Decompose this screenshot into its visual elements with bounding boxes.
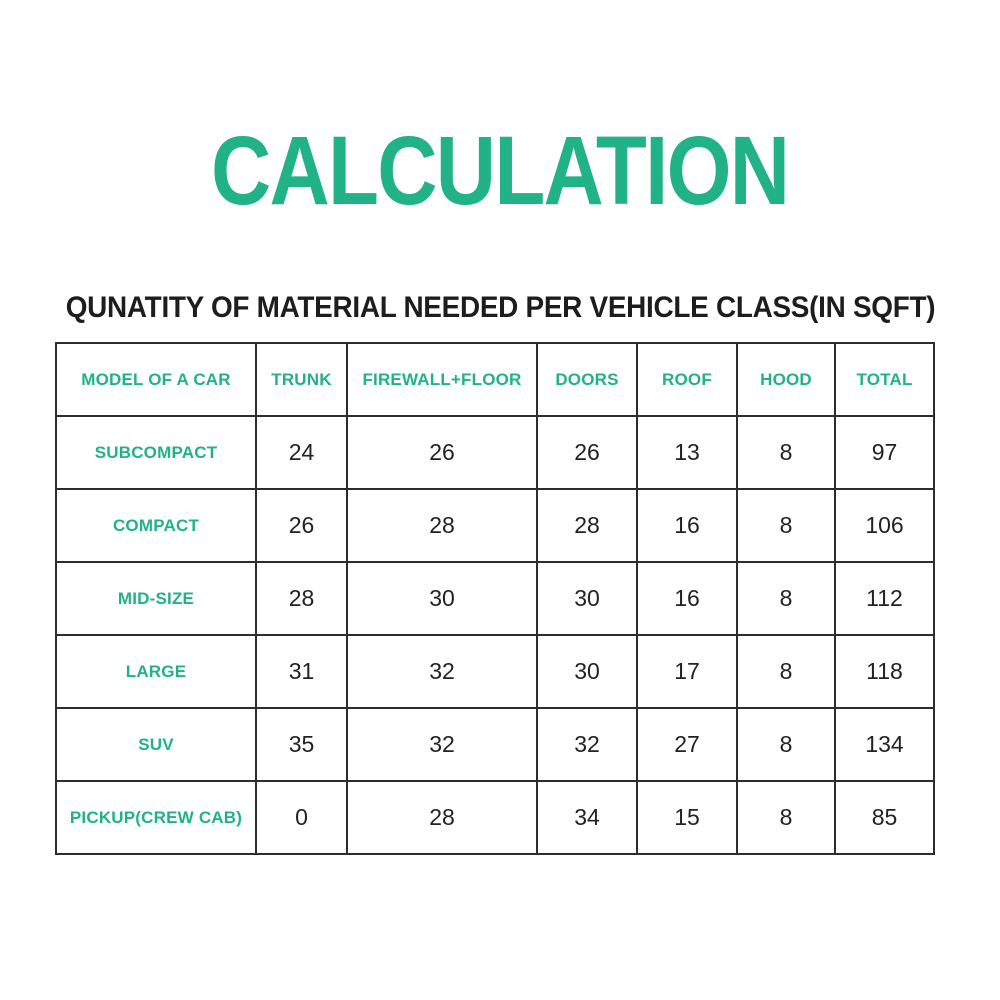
column-header-model: MODEL OF A CAR xyxy=(55,342,257,417)
cell-firewall-floor: 32 xyxy=(346,707,538,782)
cell-roof: 13 xyxy=(636,415,738,490)
table-row-pickup-crew-cab: PICKUP(CREW CAB) 0 28 34 15 8 85 xyxy=(55,780,935,855)
column-header-total: TOTAL xyxy=(834,342,935,417)
cell-hood: 8 xyxy=(736,707,836,782)
cell-total: 97 xyxy=(834,415,935,490)
column-header-roof: ROOF xyxy=(636,342,738,417)
cell-total: 112 xyxy=(834,561,935,636)
cell-hood: 8 xyxy=(736,561,836,636)
cell-doors: 30 xyxy=(536,561,638,636)
cell-trunk: 35 xyxy=(255,707,348,782)
cell-doors: 30 xyxy=(536,634,638,709)
row-label: MID-SIZE xyxy=(55,561,257,636)
column-header-doors: DOORS xyxy=(536,342,638,417)
column-header-hood: HOOD xyxy=(736,342,836,417)
cell-firewall-floor: 30 xyxy=(346,561,538,636)
cell-doors: 32 xyxy=(536,707,638,782)
cell-trunk: 24 xyxy=(255,415,348,490)
table-row-suv: SUV 35 32 32 27 8 134 xyxy=(55,707,935,782)
cell-doors: 34 xyxy=(536,780,638,855)
cell-hood: 8 xyxy=(736,415,836,490)
cell-firewall-floor: 32 xyxy=(346,634,538,709)
cell-doors: 28 xyxy=(536,488,638,563)
table-row-mid-size: MID-SIZE 28 30 30 16 8 112 xyxy=(55,561,935,636)
row-label: SUV xyxy=(55,707,257,782)
cell-trunk: 31 xyxy=(255,634,348,709)
cell-trunk: 0 xyxy=(255,780,348,855)
column-header-firewall-floor: FIREWALL+FLOOR xyxy=(346,342,538,417)
cell-roof: 27 xyxy=(636,707,738,782)
cell-roof: 16 xyxy=(636,488,738,563)
material-quantity-table: MODEL OF A CAR TRUNK FIREWALL+FLOOR DOOR… xyxy=(55,342,935,855)
row-label: LARGE xyxy=(55,634,257,709)
table-row-subcompact: SUBCOMPACT 24 26 26 13 8 97 xyxy=(55,415,935,490)
column-header-trunk: TRUNK xyxy=(255,342,348,417)
cell-total: 134 xyxy=(834,707,935,782)
row-label: SUBCOMPACT xyxy=(55,415,257,490)
cell-total: 85 xyxy=(834,780,935,855)
table-row-large: LARGE 31 32 30 17 8 118 xyxy=(55,634,935,709)
cell-firewall-floor: 28 xyxy=(346,488,538,563)
table-caption: QUNATITY OF MATERIAL NEEDED PER VEHICLE … xyxy=(0,291,1000,324)
cell-hood: 8 xyxy=(736,634,836,709)
cell-roof: 17 xyxy=(636,634,738,709)
cell-trunk: 28 xyxy=(255,561,348,636)
table-caption-text: QUNATITY OF MATERIAL NEEDED PER VEHICLE … xyxy=(65,291,935,324)
cell-firewall-floor: 26 xyxy=(346,415,538,490)
cell-total: 106 xyxy=(834,488,935,563)
cell-firewall-floor: 28 xyxy=(346,780,538,855)
row-label: PICKUP(CREW CAB) xyxy=(55,780,257,855)
cell-hood: 8 xyxy=(736,780,836,855)
cell-total: 118 xyxy=(834,634,935,709)
page-title-text: CALCULATION xyxy=(211,116,790,225)
table-header-row: MODEL OF A CAR TRUNK FIREWALL+FLOOR DOOR… xyxy=(55,342,935,417)
cell-roof: 16 xyxy=(636,561,738,636)
cell-roof: 15 xyxy=(636,780,738,855)
table-row-compact: COMPACT 26 28 28 16 8 106 xyxy=(55,488,935,563)
row-label: COMPACT xyxy=(55,488,257,563)
cell-trunk: 26 xyxy=(255,488,348,563)
cell-hood: 8 xyxy=(736,488,836,563)
cell-doors: 26 xyxy=(536,415,638,490)
page-title: CALCULATION xyxy=(0,122,1000,219)
